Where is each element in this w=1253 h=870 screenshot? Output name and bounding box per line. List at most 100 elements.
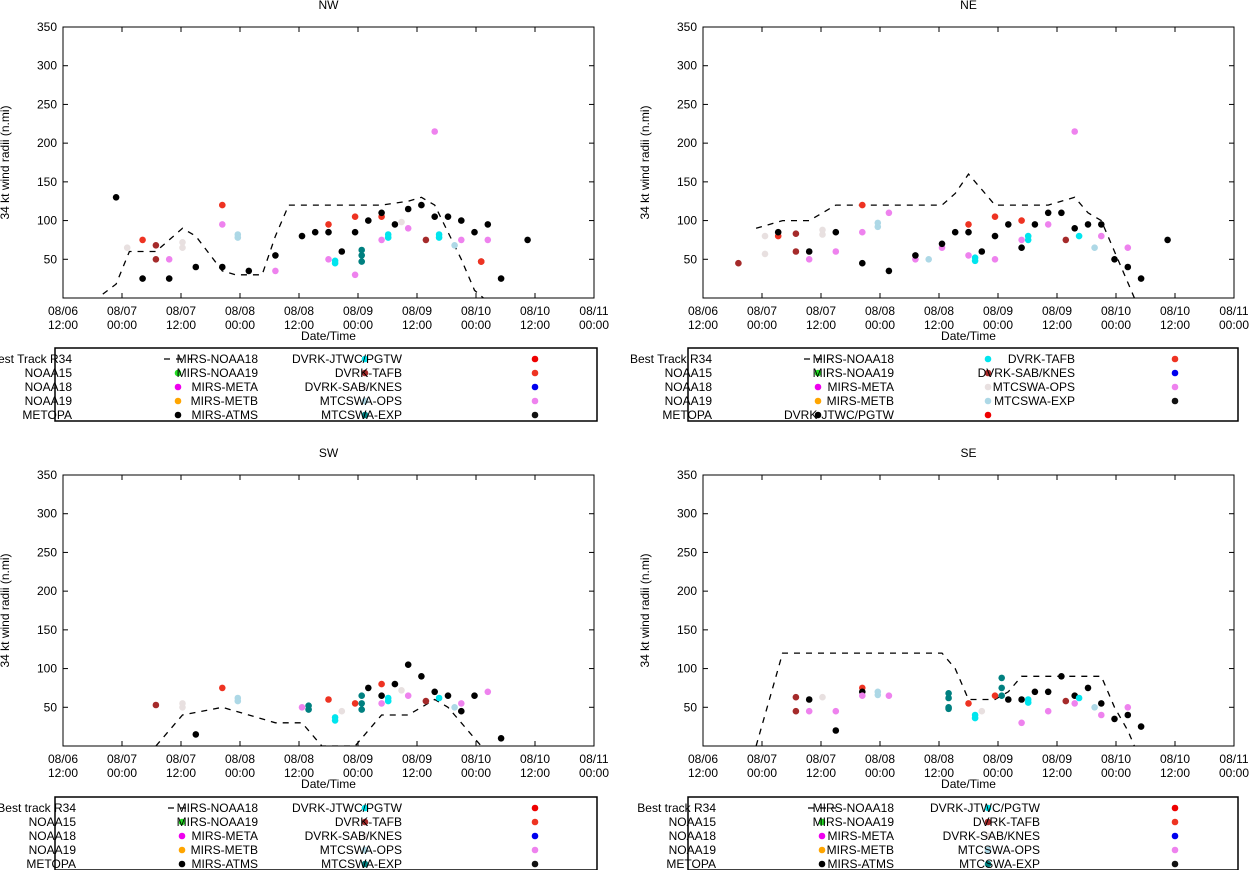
data-point-metopa [832,228,840,236]
data-point-metopa [471,692,478,699]
x-tick-time: 00:00 [461,766,491,780]
legend-label: NOAA15 [25,366,73,380]
data-point-mtcswa-ops [272,267,279,275]
legend-label: METOPA [26,857,76,870]
data-point-metopa [311,228,319,236]
x-tick-date: 08/06 [688,752,718,766]
panel-se: SE5010015020025030035008/0612:0008/0700:… [637,446,1249,870]
data-point-metopa [139,275,146,282]
data-point-mirs-meta [338,707,346,715]
legend-label: DVRK-JTWC/PGTW [930,801,1041,815]
x-tick-time: 00:00 [983,318,1013,332]
x-tick-time: 00:00 [1219,766,1249,780]
data-point-mirs-meta [819,231,826,238]
x-tick-time: 00:00 [107,766,137,780]
legend-marker-noaa19 [178,846,186,854]
data-point-metopa [471,228,478,236]
x-tick-time: 00:00 [461,318,491,332]
legend-label: DVRK-JTWC/PGTW [784,408,895,422]
x-tick-date: 08/07 [806,752,836,766]
legend-label: DVRK-TAFB [1008,352,1075,366]
data-point-mirs-atms [358,258,366,265]
legend-marker-noaa19 [814,397,822,405]
legend-label: MTCSWA-EXP [321,408,402,422]
legend-label: DVRK-SAB/KNES [978,366,1075,380]
legend-label: MIRS-METB [191,394,258,408]
x-tick-time: 12:00 [402,318,432,332]
panel-sw: SW5010015020025030035008/0612:0008/0700:… [0,446,609,870]
legend-marker-mirs-noaa18 [361,804,369,812]
legend-marker-noaa19 [818,846,826,854]
data-point-metopa [418,201,425,209]
x-tick-date: 08/07 [107,752,137,766]
legend-marker-metopa [174,411,182,419]
data-point-mtcswa-ops [458,236,465,244]
data-point-metopa [245,267,253,275]
data-point-mirs-metb [1091,704,1098,711]
data-point-mirs-noaa19 [792,248,800,255]
data-point-mtcswa-ops [378,700,385,707]
legend-marker-mirs-noaa19 [984,369,992,377]
y-tick-label: 50 [684,252,698,266]
data-point-metopa [1031,221,1039,228]
data-point-dvrk-tafb [219,684,226,692]
data-point-mirs-noaa19 [422,697,430,705]
legend-marker-mirs-metb [984,397,992,405]
data-point-mtcswa-ops [1071,128,1078,135]
legend-marker-mirs-meta [361,383,369,391]
data-point-metopa [859,259,866,267]
legend-marker-mirs-noaa19 [984,818,992,826]
x-tick-date: 08/08 [924,304,954,318]
data-point-mirs-atms [945,690,952,697]
x-axis-label: Date/Time [301,329,356,343]
x-tick-date: 08/09 [1042,752,1072,766]
panel-title: NE [960,0,977,12]
legend-marker-mtcswa-ops [1171,846,1179,854]
legend-marker-noaa18 [814,383,822,391]
data-point-metopa [1058,209,1065,217]
legend-label: MTCSWA-OPS [320,843,402,857]
legend-label: MIRS-METB [191,843,258,857]
data-point-mtcswa-ops [859,692,866,699]
data-point-metopa [978,248,986,255]
data-point-mtcswa-ops [1124,704,1132,711]
data-point-mtcswa-ops [298,704,306,711]
data-point-metopa [1058,673,1065,680]
data-point-mtcswa-ops [1044,707,1052,715]
data-point-dvrk-tafb [219,201,226,209]
legend-marker-metopa [818,860,826,868]
data-point-mirs-atms [998,674,1005,682]
data-point-mtcswa-ops [805,255,813,263]
x-tick-time: 12:00 [48,318,78,332]
x-tick-time: 12:00 [48,766,78,780]
legend-label: MIRS-NOAA18 [177,801,259,815]
legend-label: DVRK-SAB/KNES [943,829,1040,843]
x-tick-time: 00:00 [579,318,609,332]
legend-label: MIRS-NOAA19 [177,815,259,829]
legend-marker-mtcswa-ops [1171,383,1179,391]
data-point-metopa [991,232,999,240]
data-point-mirs-noaa18 [1075,694,1083,702]
data-point-metopa [965,228,972,236]
data-point-metopa [444,692,452,699]
data-point-mirs-metb [874,691,882,699]
data-point-mirs-atms [945,694,952,702]
x-tick-time: 12:00 [520,766,550,780]
data-point-dvrk-tafb [378,680,385,688]
data-point-mirs-noaa19 [152,701,160,709]
data-point-mtcswa-ops [832,707,840,715]
x-tick-date: 08/07 [107,304,137,318]
data-point-mirs-meta [398,218,405,226]
legend-label: MIRS-ATMS [192,857,258,870]
x-tick-time: 12:00 [284,318,314,332]
data-point-metopa [431,688,439,696]
y-axis-label: 34 kt wind radii (n.mi) [638,553,652,667]
x-tick-date: 08/09 [402,304,432,318]
legend-marker-noaa15 [174,369,182,377]
legend-marker-mirs-atms [984,860,992,868]
data-point-mirs-meta [819,693,826,701]
legend-label: MIRS-META [828,829,894,843]
panel-title: SW [319,446,339,460]
legend-label: MIRS-NOAA19 [813,366,895,380]
